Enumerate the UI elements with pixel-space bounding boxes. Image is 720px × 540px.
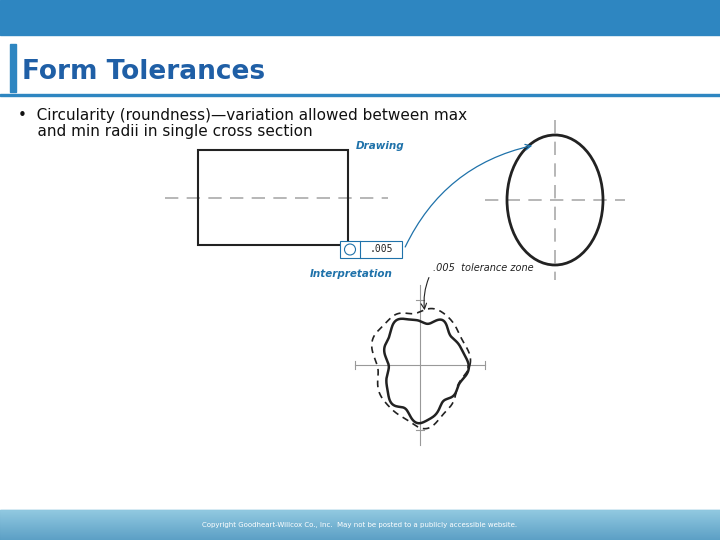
Bar bbox=[0, 524, 720, 525]
Bar bbox=[0, 529, 720, 530]
Bar bbox=[0, 537, 720, 538]
Bar bbox=[0, 519, 720, 521]
Bar bbox=[0, 525, 720, 526]
Bar bbox=[0, 530, 720, 531]
Bar bbox=[0, 520, 720, 521]
Bar bbox=[0, 523, 720, 524]
Bar bbox=[0, 511, 720, 512]
Bar bbox=[0, 533, 720, 534]
Bar bbox=[0, 530, 720, 531]
Bar bbox=[0, 538, 720, 539]
Bar bbox=[0, 518, 720, 519]
Bar bbox=[0, 514, 720, 515]
Bar bbox=[0, 528, 720, 529]
Bar bbox=[0, 515, 720, 516]
Bar bbox=[0, 524, 720, 525]
Bar bbox=[0, 512, 720, 513]
Bar bbox=[0, 517, 720, 518]
Bar bbox=[0, 527, 720, 528]
Bar bbox=[0, 531, 720, 532]
Bar bbox=[0, 513, 720, 514]
Bar bbox=[0, 532, 720, 533]
Bar bbox=[0, 538, 720, 539]
Bar bbox=[0, 516, 720, 517]
Text: .005  tolerance zone: .005 tolerance zone bbox=[433, 263, 534, 273]
Bar bbox=[0, 537, 720, 538]
Bar bbox=[0, 529, 720, 530]
Bar bbox=[0, 522, 720, 523]
Bar bbox=[0, 517, 720, 518]
Text: .005: .005 bbox=[369, 245, 392, 254]
Text: Copyright Goodheart-Willcox Co., Inc.  May not be posted to a publicly accessibl: Copyright Goodheart-Willcox Co., Inc. Ma… bbox=[202, 522, 518, 528]
Bar bbox=[10, 44, 16, 92]
Bar bbox=[0, 536, 720, 537]
Bar bbox=[0, 526, 720, 528]
Bar bbox=[0, 531, 720, 532]
Bar bbox=[0, 515, 720, 516]
Bar bbox=[0, 525, 720, 526]
Bar bbox=[0, 519, 720, 520]
Bar bbox=[0, 518, 720, 519]
Bar bbox=[0, 523, 720, 524]
Bar bbox=[198, 150, 348, 245]
Bar bbox=[0, 536, 720, 537]
Bar bbox=[0, 521, 720, 522]
Text: and min radii in single cross section: and min radii in single cross section bbox=[18, 124, 312, 139]
Bar bbox=[0, 93, 720, 96]
Bar bbox=[0, 526, 720, 527]
Text: Drawing: Drawing bbox=[356, 141, 405, 151]
Bar bbox=[0, 521, 720, 522]
Text: Interpretation: Interpretation bbox=[310, 269, 393, 279]
Bar bbox=[0, 512, 720, 514]
Bar bbox=[0, 535, 720, 536]
Bar bbox=[0, 534, 720, 535]
Bar bbox=[0, 535, 720, 536]
Bar bbox=[0, 532, 720, 534]
Bar bbox=[0, 539, 720, 540]
Bar bbox=[340, 241, 402, 258]
Bar bbox=[0, 514, 720, 515]
Bar bbox=[0, 0, 720, 35]
Bar bbox=[0, 510, 720, 511]
Bar bbox=[0, 511, 720, 512]
Bar bbox=[0, 510, 720, 511]
Bar bbox=[0, 516, 720, 517]
Bar bbox=[0, 522, 720, 523]
Bar bbox=[0, 528, 720, 529]
Bar bbox=[0, 534, 720, 535]
Text: Form Tolerances: Form Tolerances bbox=[22, 59, 265, 85]
Text: •  Circularity (roundness)—variation allowed between max: • Circularity (roundness)—variation allo… bbox=[18, 108, 467, 123]
